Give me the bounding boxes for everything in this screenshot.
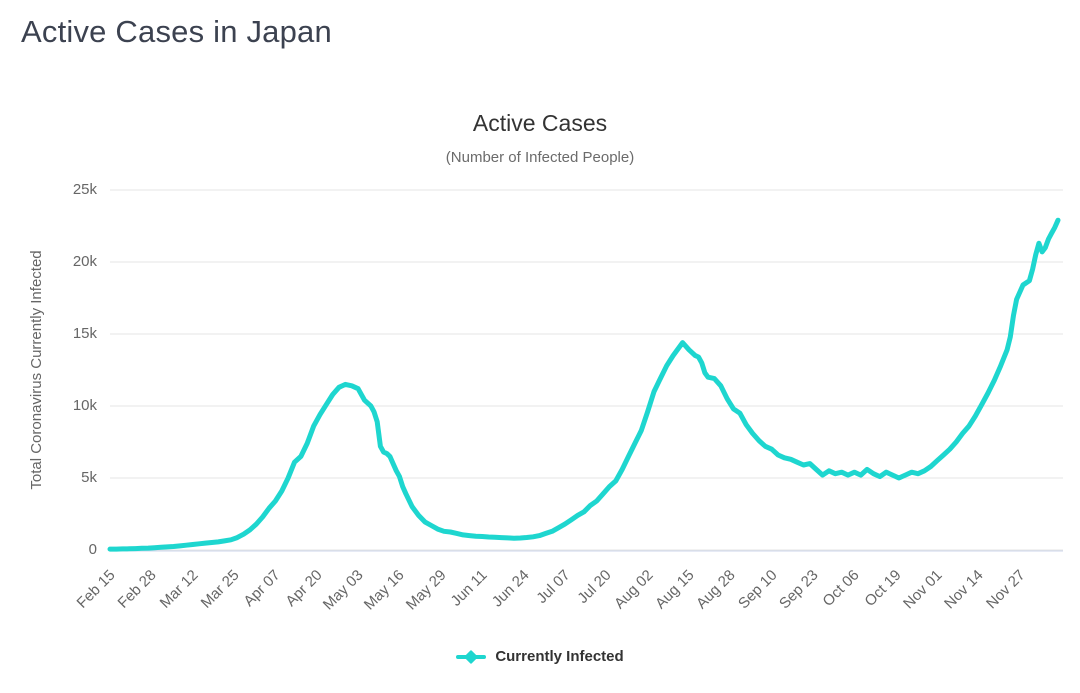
y-tick-label: 25k bbox=[72, 181, 97, 198]
y-tick-label: 20k bbox=[72, 253, 97, 270]
legend-series-marker-icon[interactable] bbox=[456, 649, 487, 664]
y-tick-label: 10k bbox=[72, 397, 97, 414]
y-tick-label: 15k bbox=[72, 325, 97, 342]
chart-legend: Currently Infected bbox=[0, 648, 1080, 665]
page-title: Active Cases in Japan bbox=[21, 14, 332, 49]
y-tick-label: 0 bbox=[88, 541, 97, 558]
legend-diamond-glyph bbox=[464, 649, 479, 664]
y-tick-label: 5k bbox=[81, 469, 97, 486]
chart-subtitle: (Number of Infected People) bbox=[445, 149, 635, 166]
series-line-currently-infected[interactable] bbox=[107, 217, 1061, 552]
chart-title: Active Cases bbox=[472, 110, 608, 136]
legend-item-currently-infected[interactable]: Currently Infected bbox=[495, 648, 624, 665]
